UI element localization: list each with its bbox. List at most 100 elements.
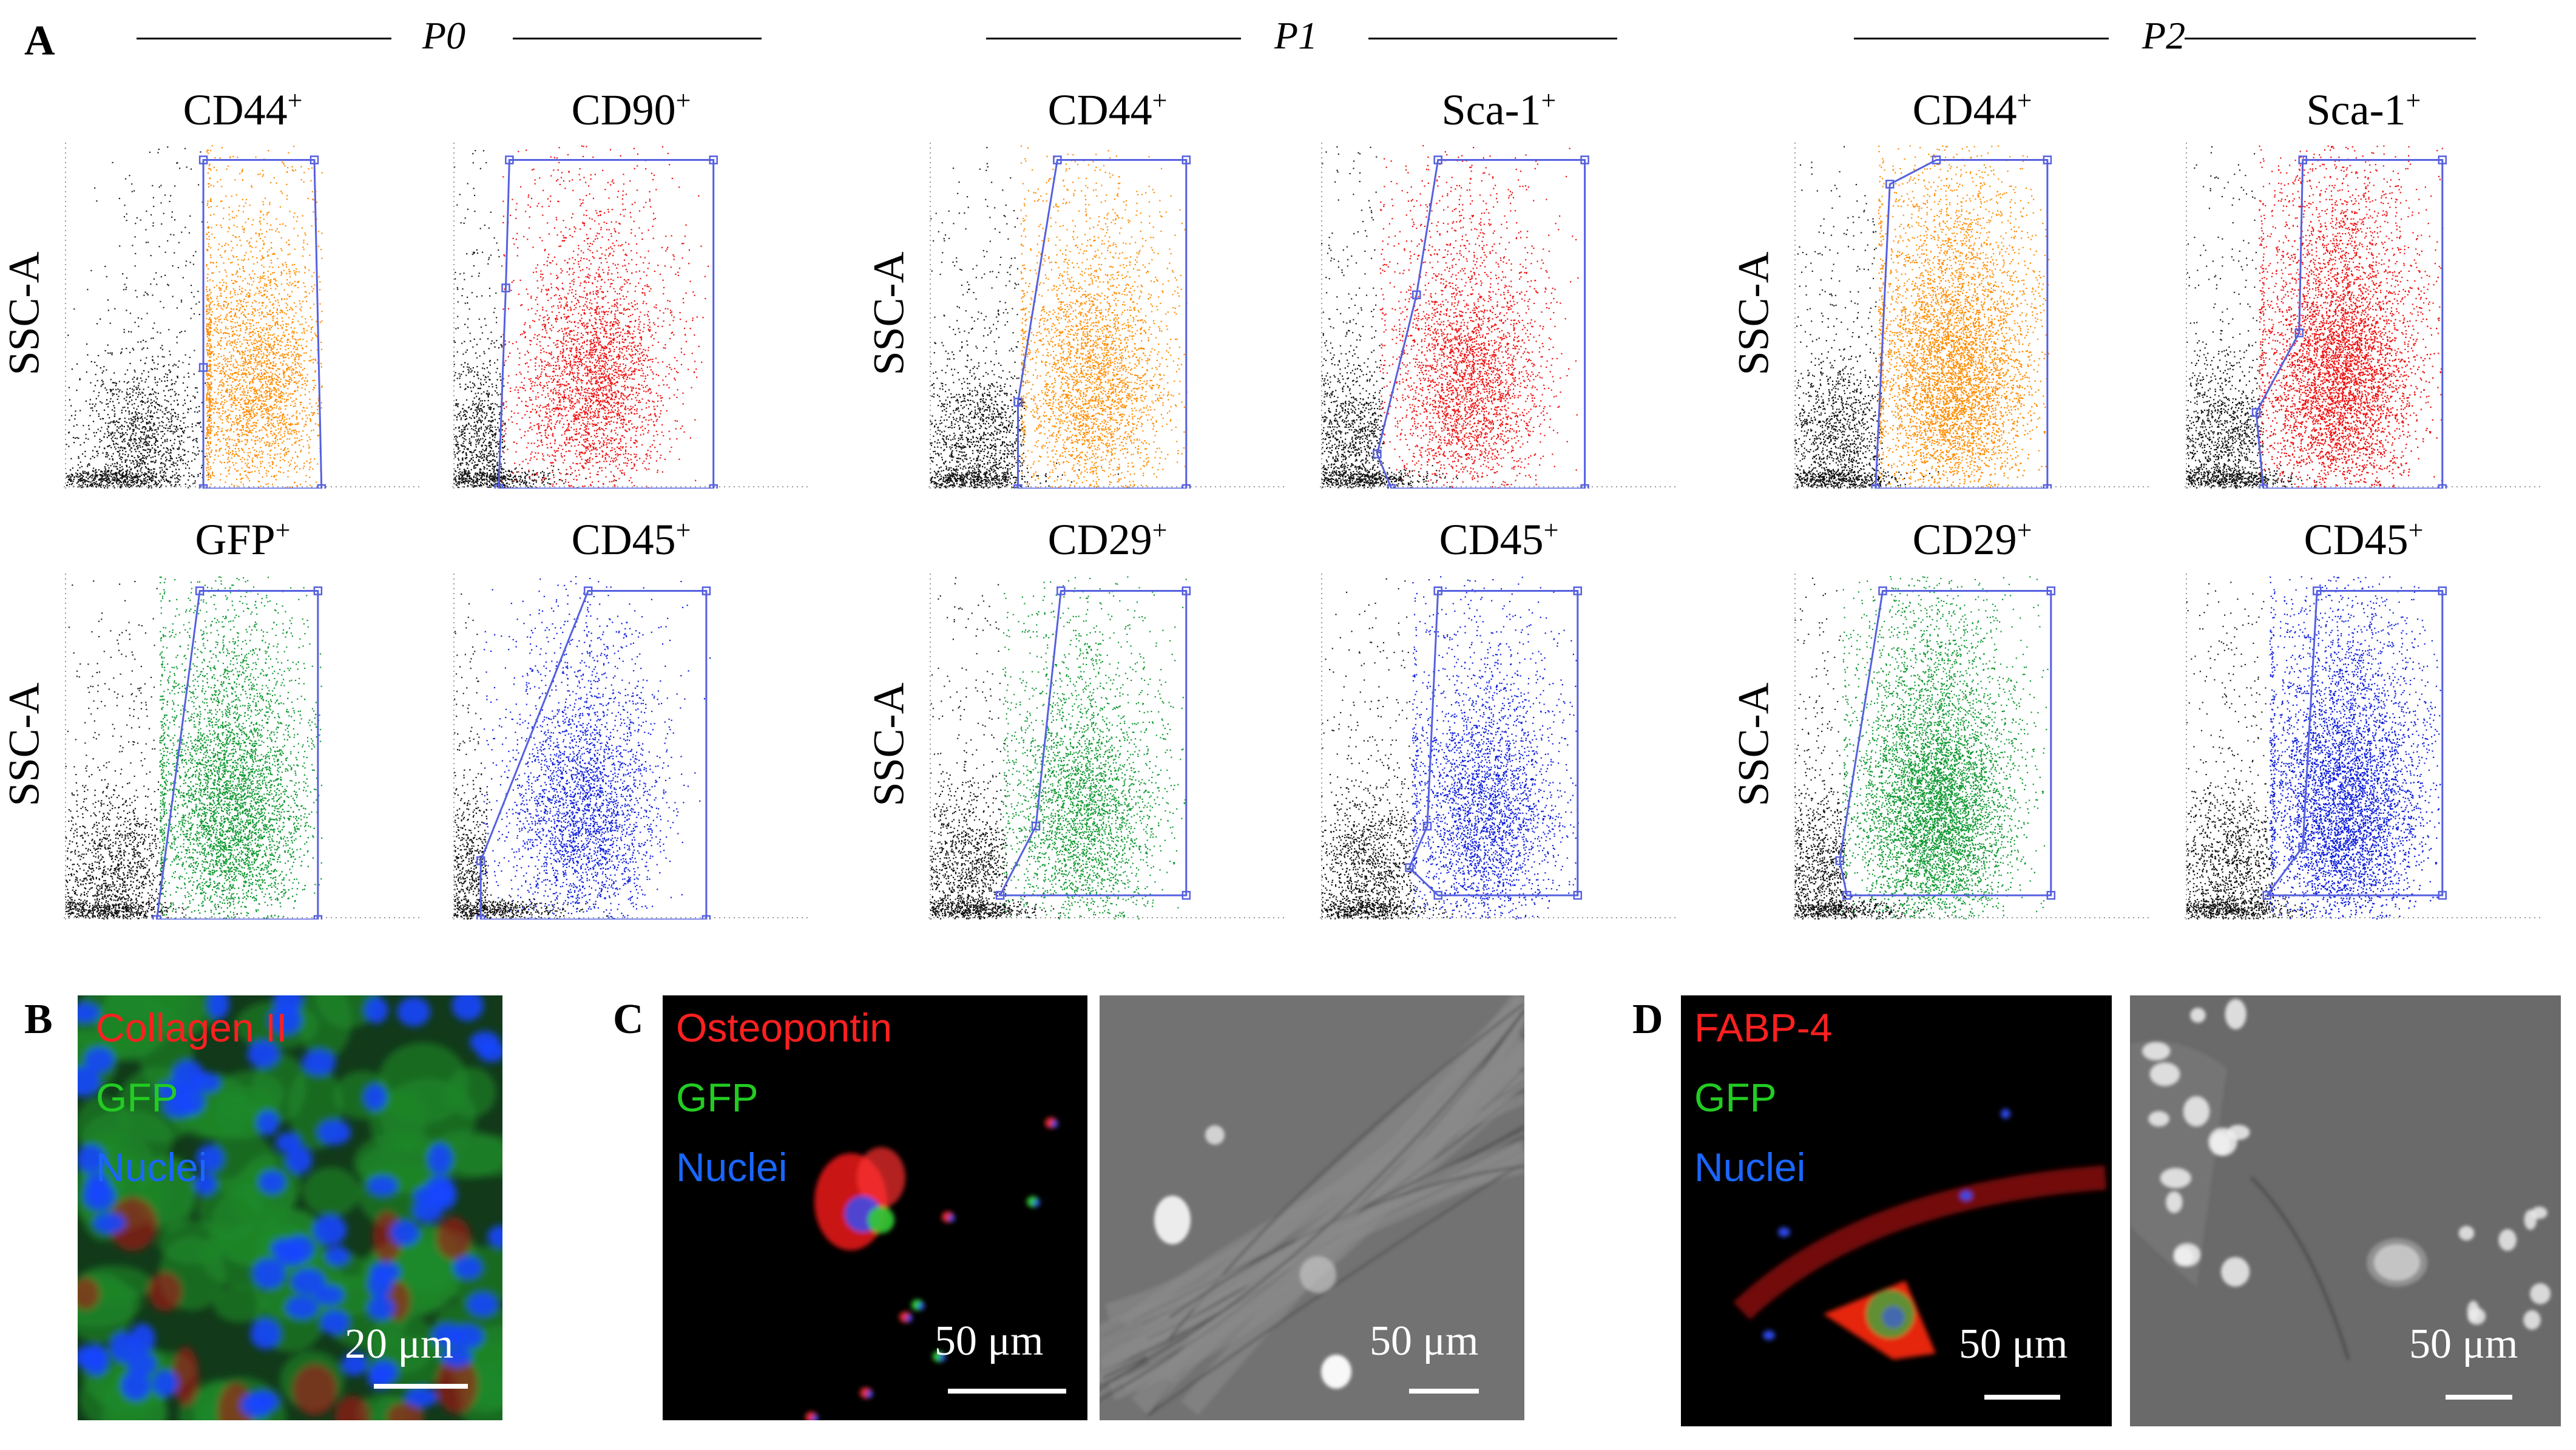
scatter-canvas: [1793, 574, 2151, 920]
y-axis-label: SSC-A: [0, 235, 50, 393]
marker-positive-sign: +: [676, 515, 691, 545]
panel-letter-a: A: [24, 17, 55, 66]
y-axis-label: SSC-A: [0, 666, 50, 824]
scale-bar-label: 20 μm: [345, 1320, 453, 1369]
passage-line-left: [1854, 38, 2109, 39]
scatter-canvas: [928, 143, 1286, 489]
flow-scatter-plot: [928, 574, 1286, 920]
marker-name: CD90: [572, 86, 676, 134]
marker-positive-sign: +: [1541, 86, 1557, 115]
passage-line-left: [137, 38, 391, 39]
stain-label-green: GFP: [676, 1074, 759, 1120]
flow-scatter-plot: [1793, 143, 2151, 489]
marker-name: CD44: [1913, 86, 2017, 134]
stain-label-blue: Nuclei: [96, 1144, 207, 1190]
marker-name: CD29: [1048, 515, 1152, 564]
marker-title: CD44+: [1793, 85, 2151, 135]
marker-positive-sign: +: [276, 515, 291, 545]
passage-label: P0: [422, 13, 465, 58]
marker-positive-sign: +: [2406, 86, 2421, 115]
marker-name: GFP: [195, 515, 276, 564]
passage-line-right: [2185, 38, 2476, 39]
panel-letter-d: D: [1632, 995, 1663, 1044]
flow-scatter-plot: [1320, 574, 1678, 920]
marker-title: GFP+: [64, 515, 422, 565]
flow-scatter-plot: [1793, 574, 2151, 920]
marker-positive-sign: +: [1152, 515, 1168, 545]
marker-title: Sca-1+: [2185, 85, 2543, 135]
marker-name: CD45: [2304, 515, 2409, 564]
stain-label-green: GFP: [96, 1074, 178, 1120]
stain-label-green: GFP: [1694, 1074, 1777, 1120]
scatter-canvas: [928, 574, 1286, 920]
marker-positive-sign: +: [676, 86, 691, 115]
marker-name: CD44: [1048, 86, 1152, 134]
marker-title: CD45+: [452, 515, 810, 565]
marker-name: CD29: [1913, 515, 2017, 564]
panel-letter-c: C: [613, 995, 644, 1044]
dot-cloud: [1794, 145, 2050, 489]
marker-title: CD29+: [928, 515, 1286, 565]
marker-name: CD45: [1439, 515, 1544, 564]
scatter-canvas: [1320, 143, 1678, 489]
dot-cloud: [66, 145, 323, 489]
passage-line-right: [1368, 38, 1617, 39]
flow-scatter-plot: [2185, 574, 2543, 920]
scale-bar: [1409, 1389, 1479, 1394]
dot-cloud: [2186, 146, 2444, 489]
dot-cloud: [930, 146, 1188, 489]
flow-scatter-plot: [928, 143, 1286, 489]
marker-title: CD44+: [64, 85, 422, 135]
passage-line-left: [986, 38, 1241, 39]
flow-scatter-plot: [64, 574, 422, 920]
dot-cloud: [453, 576, 711, 920]
fabp4-phase-contrast: 50 μm: [2130, 995, 2561, 1426]
scale-bar: [2446, 1395, 2512, 1400]
marker-positive-sign: +: [1152, 86, 1168, 115]
y-axis-label: SSC-A: [864, 666, 914, 824]
marker-name: Sca-1: [2307, 86, 2406, 134]
scale-bar-label: 50 μm: [1370, 1317, 1478, 1366]
marker-title: CD45+: [2185, 515, 2543, 565]
osteopontin-fluorescence: Osteopontin GFP Nuclei 50 μm: [663, 995, 1087, 1420]
y-axis-label: SSC-A: [1729, 666, 1779, 824]
marker-title: CD29+: [1793, 515, 2151, 565]
scatter-canvas: [64, 574, 422, 920]
stain-label-red: Osteopontin: [676, 1004, 892, 1051]
scale-bar-label: 50 μm: [1959, 1320, 2067, 1369]
flow-scatter-plot: [452, 143, 810, 489]
dot-cloud: [1321, 145, 1578, 489]
passage-label: P1: [1274, 13, 1317, 58]
stain-label-blue: Nuclei: [676, 1144, 787, 1190]
osteopontin-phase-contrast: 50 μm: [1100, 995, 1524, 1420]
marker-positive-sign: +: [2017, 86, 2032, 115]
stain-label-blue: Nuclei: [1694, 1144, 1805, 1190]
dot-cloud: [1321, 576, 1579, 920]
marker-title: CD45+: [1320, 515, 1678, 565]
dot-cloud: [453, 146, 709, 489]
flow-scatter-plot: [1320, 143, 1678, 489]
scale-bar: [948, 1389, 1066, 1394]
scale-bar: [374, 1384, 468, 1389]
scatter-canvas: [64, 143, 422, 489]
y-axis-label: SSC-A: [1729, 235, 1779, 393]
flow-scatter-plot: [64, 143, 422, 489]
scatter-canvas: [1793, 143, 2151, 489]
scale-bar-label: 50 μm: [2409, 1320, 2518, 1369]
marker-name: Sca-1: [1442, 86, 1541, 134]
flow-scatter-plot: [452, 574, 810, 920]
marker-positive-sign: +: [2017, 515, 2032, 545]
marker-positive-sign: +: [288, 86, 303, 115]
scatter-canvas: [452, 574, 810, 920]
marker-title: CD90+: [452, 85, 810, 135]
scatter-canvas: [452, 143, 810, 489]
scatter-canvas: [2185, 574, 2543, 920]
scale-bar: [1984, 1395, 2060, 1400]
marker-positive-sign: +: [2409, 515, 2424, 545]
marker-name: CD44: [183, 86, 288, 134]
collagen-ii-micrograph: Collagen II GFP Nuclei 20 μm: [78, 995, 502, 1420]
panel-letter-b: B: [24, 995, 53, 1044]
scatter-canvas: [1320, 574, 1678, 920]
stain-label-red: FABP-4: [1694, 1004, 1832, 1051]
marker-name: CD45: [572, 515, 676, 564]
